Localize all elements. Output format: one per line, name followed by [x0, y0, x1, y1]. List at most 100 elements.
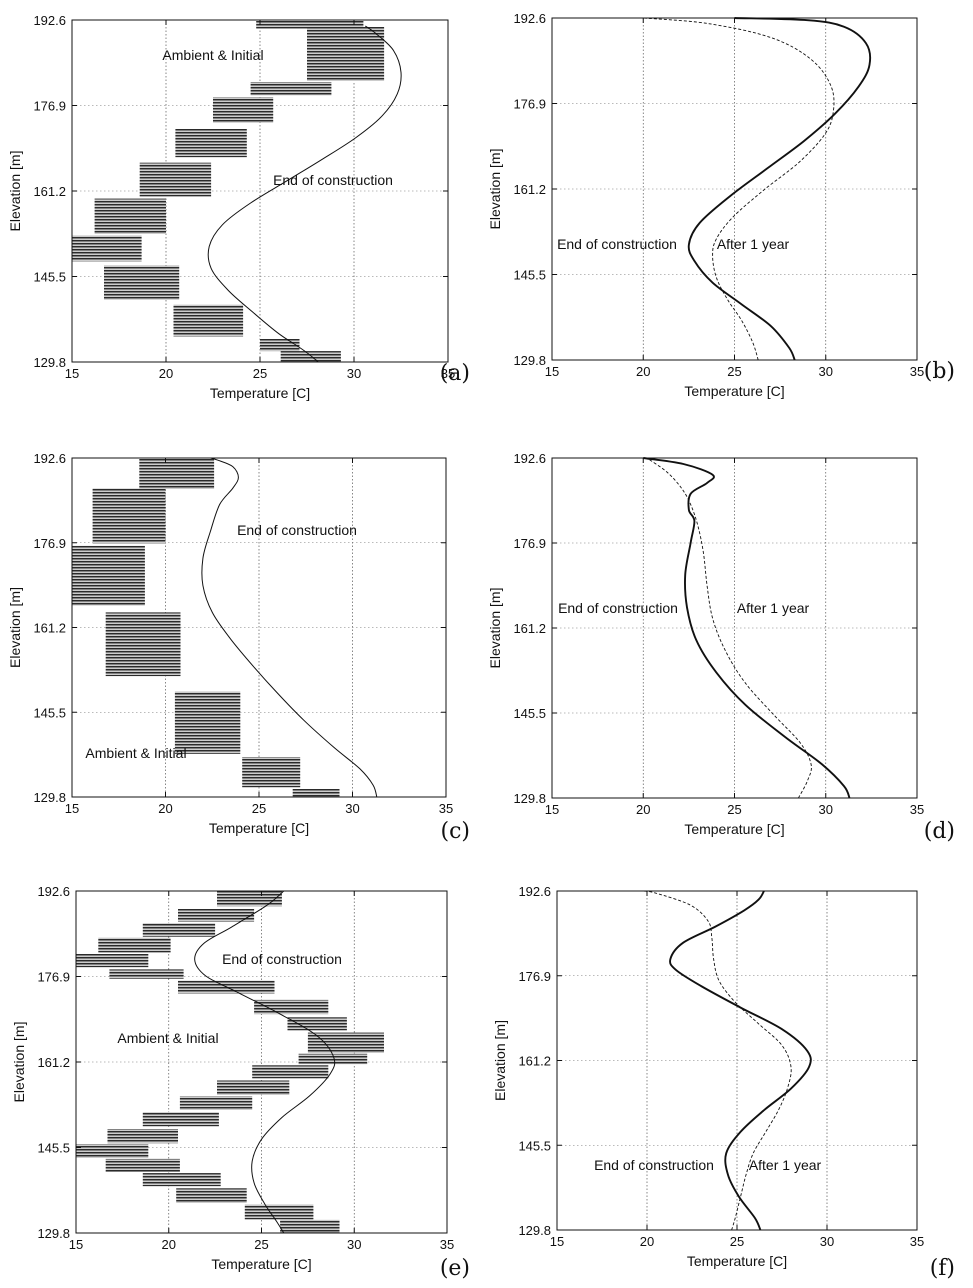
x-tick-label: 30 — [820, 1234, 834, 1249]
annotation-label: Ambient & Initial — [85, 745, 186, 761]
annotation-label: Ambient & Initial — [162, 47, 263, 63]
x-tick-label: 35 — [439, 801, 453, 816]
x-tick-label: 20 — [158, 801, 172, 816]
x-tick-label: 30 — [347, 366, 361, 381]
annotation-label: Ambient & Initial — [117, 1030, 218, 1046]
x-tick-label: 35 — [441, 366, 455, 381]
y-tick-label: 161.2 — [518, 1054, 551, 1069]
y-axis-label: Elevation [m] — [487, 149, 503, 230]
x-tick-label: 30 — [819, 802, 833, 817]
ambient-block — [76, 1144, 149, 1158]
ambient-block — [104, 265, 180, 300]
ambient-block — [217, 891, 282, 907]
x-tick-label: 20 — [636, 364, 650, 379]
ambient-block — [92, 488, 166, 544]
y-tick-label: 176.9 — [33, 536, 66, 551]
x-tick-label: 25 — [727, 802, 741, 817]
plot-frame — [551, 457, 918, 799]
y-tick-label: 161.2 — [513, 621, 546, 636]
y-tick-label: 192.6 — [513, 11, 546, 26]
x-tick-label: 35 — [910, 1234, 924, 1249]
ambient-block — [105, 612, 181, 677]
y-tick-label: 145.5 — [513, 268, 546, 283]
y-tick-label: 129.8 — [513, 791, 546, 806]
y-tick-label: 145.5 — [518, 1138, 551, 1153]
ambient-block — [109, 969, 184, 979]
ambient-block — [142, 1173, 221, 1187]
y-axis-label: Elevation [m] — [7, 151, 23, 232]
ambient-block — [260, 338, 300, 352]
ambient-block — [176, 1188, 247, 1203]
series-line — [194, 890, 336, 1234]
ambient-block — [105, 1158, 180, 1172]
y-tick-label: 161.2 — [37, 1055, 70, 1070]
annotation-label: End of construction — [594, 1157, 714, 1173]
panel-c: 15 20 25 30 35 129.8 145.5 161.2 176.9 192.6 Tempe… — [7, 451, 470, 844]
x-tick-label: 30 — [347, 1237, 361, 1252]
series-line-end-of-construction — [669, 890, 812, 1231]
series-line-end-of-construction — [643, 457, 851, 799]
y-tick-label: 145.5 — [513, 706, 546, 721]
x-tick-label: 15 — [545, 802, 559, 817]
y-tick-label: 192.6 — [518, 884, 551, 899]
ambient-block — [139, 458, 215, 489]
x-axis-label: Temperature [C] — [211, 1256, 311, 1272]
y-tick-label: 161.2 — [33, 184, 66, 199]
x-tick-label: 25 — [727, 364, 741, 379]
ambient-block — [173, 304, 244, 337]
annotation-label: End of construction — [222, 951, 342, 967]
y-tick-label: 192.6 — [33, 13, 66, 28]
ambient-block — [76, 953, 149, 968]
x-tick-label: 25 — [252, 801, 266, 816]
y-axis-label: Elevation [m] — [487, 588, 503, 669]
panel-label: (b) — [924, 359, 955, 384]
ambient-block — [298, 1053, 368, 1065]
ambient-block — [72, 545, 145, 606]
y-tick-label: 129.8 — [518, 1223, 551, 1238]
x-tick-label: 35 — [440, 1237, 454, 1252]
y-tick-label: 176.9 — [513, 97, 546, 112]
y-tick-label: 192.6 — [37, 884, 70, 899]
y-tick-label: 161.2 — [33, 621, 66, 636]
ambient-block — [98, 937, 171, 953]
y-tick-label: 192.6 — [33, 451, 66, 466]
x-axis-label: Temperature [C] — [684, 821, 784, 837]
x-tick-label: 20 — [162, 1237, 176, 1252]
ambient-block — [139, 162, 212, 197]
ambient-block — [94, 198, 166, 234]
ambient-block — [178, 909, 255, 922]
annotation-label: End of construction — [557, 236, 677, 252]
ambient-block — [307, 26, 385, 81]
y-axis-label: Elevation [m] — [11, 1022, 27, 1103]
x-tick-label: 35 — [910, 364, 924, 379]
y-tick-label: 176.9 — [37, 970, 70, 985]
panel-label: (a) — [440, 361, 470, 386]
x-tick-label: 15 — [545, 364, 559, 379]
ambient-block — [280, 351, 341, 362]
x-tick-label: 25 — [253, 366, 267, 381]
ambient-block — [179, 1096, 253, 1110]
panel-b: 15 20 25 30 35 129.8 145.5 161.2 176.9 192.6 Tempe… — [487, 11, 955, 399]
ambient-block — [72, 235, 142, 262]
series-line-after-1-year — [646, 457, 812, 799]
ambient-block — [107, 1129, 178, 1144]
y-tick-label: 129.8 — [33, 355, 66, 370]
panel-label: (c) — [441, 819, 471, 844]
ambient-block — [174, 691, 241, 754]
panel-e: 15 20 25 30 35 129.8 145.5 161.2 176.9 192.6 Tempe… — [11, 884, 470, 1281]
ambient-block — [242, 757, 301, 788]
x-tick-label: 30 — [345, 801, 359, 816]
ambient-block — [142, 923, 216, 937]
panel-d: 15 20 25 30 35 129.8 145.5 161.2 176.9 192.6 Tempe… — [487, 451, 955, 844]
panel-a: 15 20 25 30 35 129.8 145.5 161.2 176.9 192.6 Tempe… — [7, 13, 470, 401]
x-tick-label: 20 — [640, 1234, 654, 1249]
y-tick-label: 176.9 — [33, 99, 66, 114]
series-line — [201, 457, 378, 798]
ambient-block — [254, 999, 329, 1015]
x-tick-label: 25 — [730, 1234, 744, 1249]
panel-f: 15 20 25 30 35 129.8 145.5 161.2 176.9 192.6 Tempe… — [492, 884, 955, 1281]
ambient-block — [280, 1219, 340, 1233]
x-tick-label: 35 — [910, 802, 924, 817]
panel-label: (e) — [440, 1256, 470, 1281]
